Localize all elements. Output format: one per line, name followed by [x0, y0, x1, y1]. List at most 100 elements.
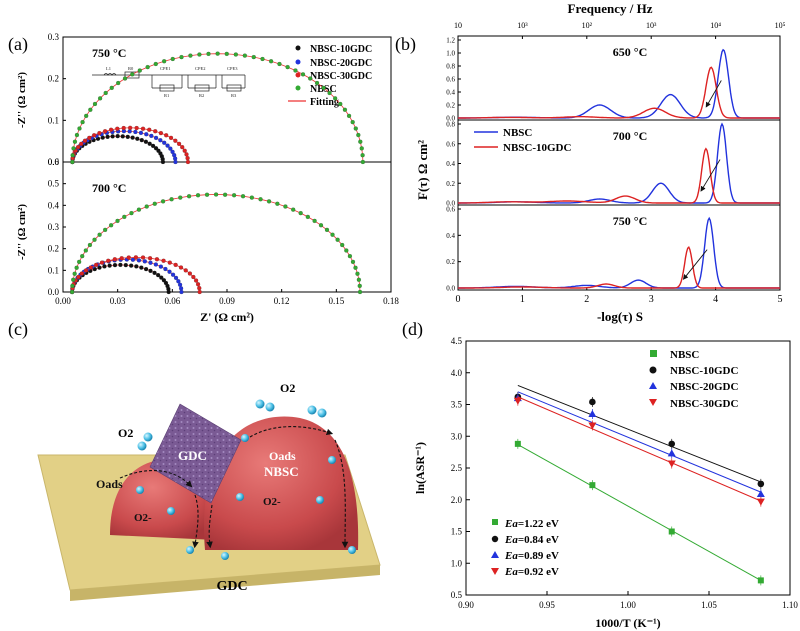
data-point-nbsc	[356, 277, 361, 282]
data-point-nbsc-30gdc	[94, 262, 99, 267]
data-point-nbsc-30gdc	[106, 258, 111, 263]
x-tick-label: 2	[584, 294, 589, 305]
data-point-nbsc-20gdc	[158, 138, 163, 143]
y-tick-label: 4.5	[451, 336, 463, 346]
data-point-nbsc	[285, 64, 290, 70]
label-nbsc: NBSC	[264, 464, 299, 479]
data-point-nbsc	[233, 52, 238, 57]
data-point-nbsc-30gdc	[193, 278, 199, 283]
ea-nbsc: Ea=1.22 eV	[504, 518, 559, 530]
y-tick-label: 0.2	[48, 244, 59, 254]
data-point-nbsc-30gdc	[147, 127, 152, 132]
ea-value-nbsc20gdc: =0.89 eV	[518, 550, 559, 562]
y-tick-label: 0.6	[446, 140, 455, 148]
data-point-nbsc	[358, 139, 363, 144]
data-point-nbsc	[251, 54, 256, 60]
peak-shift-arrow	[705, 80, 722, 108]
data-point-nbsc-10gdc	[125, 134, 130, 139]
data-point-nbsc-30gdc	[126, 255, 131, 260]
data-point-nbsc	[195, 193, 201, 198]
data-point-nbsc	[88, 107, 93, 112]
data-point-nbsc	[109, 223, 114, 228]
label-gdc-base: GDC	[216, 579, 247, 594]
data-point-nbsc	[92, 101, 98, 107]
data-point-nbsc	[98, 96, 103, 101]
data-point-nbsc-20gdc	[179, 286, 184, 291]
panel-a-bottom-plot: 0.0 0.1 0.2 0.3 0.4 0.5 0.6 0.00 0.03 0.06 0.09 0.1…	[48, 157, 400, 306]
data-point-nbsc	[74, 265, 79, 270]
data-point-nbsc	[71, 277, 76, 282]
panel-label-c: (c)	[8, 319, 28, 340]
data-point-nbsc	[170, 56, 175, 62]
data-point-nbsc-20gdc	[162, 140, 167, 145]
data-point-nbsc	[92, 237, 97, 242]
large-nbsc-dome	[203, 416, 359, 550]
fit-line-nbsc-30gdc	[517, 396, 762, 502]
x-tick-label: 1.10	[782, 600, 798, 610]
ea-prefix: Ea	[504, 566, 518, 578]
ea-prefix: Ea	[504, 534, 518, 546]
data-point-nbsc-10gdc	[123, 262, 128, 268]
label-oads-left: Oads	[96, 477, 123, 491]
data-point-nbsc	[206, 51, 211, 56]
ea-marker-nbsc20	[491, 551, 499, 558]
data-point-nbsc	[70, 283, 75, 288]
data-point-nbsc-20gdc	[133, 129, 138, 135]
legend-b-nbsc10gdc: NBSC-10GDC	[503, 142, 572, 154]
ea-nbsc10gdc: Ea=0.84 eV	[504, 534, 559, 546]
circuit-label-cpe1: CPE1	[160, 66, 171, 71]
data-point-nbsc-20gdc	[667, 449, 676, 457]
data-point-nbsc	[84, 113, 89, 118]
data-point-nbsc	[293, 68, 298, 73]
data-point-nbsc-30gdc	[88, 265, 93, 270]
y-tick-label: 0.0	[48, 157, 60, 167]
data-point-nbsc-20gdc	[177, 282, 183, 287]
data-point-nbsc	[275, 201, 280, 206]
data-point-nbsc-10gdc	[143, 266, 149, 272]
data-point-nbsc	[103, 227, 108, 232]
data-point-nbsc-20gdc	[163, 266, 168, 272]
data-point-nbsc-10gdc	[134, 264, 139, 269]
legend-d-nbsc30gdc: NBSC-30GDC	[670, 398, 739, 410]
y-tick-label: 0.3	[48, 222, 60, 232]
data-point-nbsc-30gdc	[158, 130, 164, 136]
data-point-nbsc	[122, 76, 128, 81]
data-point-nbsc-30gdc	[183, 268, 188, 273]
y-tick-label: 4.0	[451, 368, 463, 378]
data-point-nbsc	[70, 159, 75, 165]
data-point-nbsc-30gdc	[180, 145, 185, 150]
data-point-nbsc	[77, 126, 82, 131]
legend-marker-nbsc	[295, 85, 301, 91]
legend-nbsc30gdc: NBSC-30GDC	[310, 71, 372, 82]
data-point-nbsc	[335, 237, 340, 242]
x-tick-label: 1.05	[701, 600, 717, 610]
x-tick-label: 0.03	[110, 296, 126, 306]
data-point-nbsc	[71, 146, 76, 151]
panel-label-d: (d)	[402, 319, 423, 340]
data-point-nbsc	[224, 51, 229, 56]
data-point-nbsc	[321, 85, 326, 90]
legend-d-nbsc10gdc: NBSC-10GDC	[670, 365, 739, 377]
data-point-nbsc	[204, 192, 210, 197]
data-point-nbsc	[72, 271, 77, 276]
data-point-nbsc	[70, 289, 75, 295]
x-tick-label: 3	[649, 294, 654, 305]
label-o2minus-left: O2-	[134, 512, 152, 524]
panel-d-plot: 0.90 0.95 1.00 1.05 1.10 0.5 1.0 1.5 2.0 2.5 3.0 3.…	[451, 336, 799, 610]
x-tick-label: 0.12	[274, 296, 290, 306]
data-point-nbsc-10gdc	[153, 146, 159, 151]
y-tick-label: 0.8	[446, 121, 455, 129]
data-point-nbsc	[355, 271, 360, 276]
ea-value-nbsc30gdc: =0.92 eV	[518, 566, 559, 578]
data-point-nbsc	[327, 90, 332, 96]
data-point-nbsc-20gdc	[165, 143, 170, 148]
ea-value-nbsc10gdc: =0.84 eV	[518, 534, 559, 546]
data-point-nbsc	[145, 64, 150, 70]
data-point-nbsc-10gdc	[112, 262, 118, 268]
data-point-nbsc	[97, 232, 102, 237]
panel-b-plots: 0 1 2 3 4 5 10 10³ 10² 10³ 10⁴ 10⁵ 0.0 0.2 0.4 0.6 0.8 1.…	[446, 21, 785, 305]
data-point-nbsc	[350, 259, 356, 264]
x-tick-label: 0.90	[458, 600, 474, 610]
data-point-nbsc	[153, 61, 158, 67]
y-tick-label: 0.2	[48, 74, 59, 84]
